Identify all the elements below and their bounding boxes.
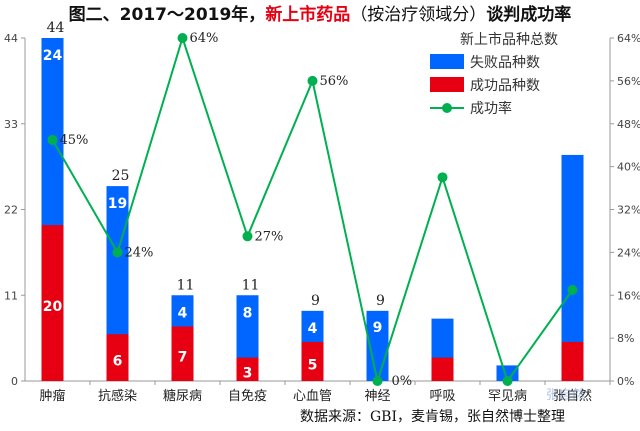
rate-point: [567, 284, 578, 295]
legend-rate-marker: [442, 103, 452, 113]
y-right-tick-label: 8%: [617, 332, 634, 345]
title-part3: 谈判成功率: [486, 5, 572, 25]
x-tick-label: 糖尿病: [163, 388, 202, 404]
rate-label: 0%: [392, 374, 413, 389]
bar-success: [561, 342, 584, 381]
bar-total: [561, 154, 584, 381]
bar-success: [171, 326, 194, 381]
x-tick-label: 神经: [364, 389, 390, 404]
rate-label: 56%: [320, 74, 349, 89]
bar-success-label: 20: [43, 299, 63, 315]
x-tick-label: 肿瘤: [39, 388, 65, 404]
bar-failed-label: 4: [178, 305, 188, 321]
bar-success-label: 3: [243, 365, 253, 381]
y-left-tick-label: 33: [4, 118, 18, 131]
bar-success: [41, 225, 64, 381]
rate-point: [47, 134, 58, 145]
y-left-tick-label: 0: [11, 375, 18, 388]
rate-label: 27%: [255, 229, 284, 244]
bar-total-label: 11: [177, 277, 195, 293]
y-right-tick-label: 32%: [617, 204, 640, 217]
x-tick-label: 抗感染: [98, 388, 137, 404]
bar-success-label: 5: [308, 358, 318, 374]
rate-label: 45%: [60, 133, 89, 148]
title-part1: 图二、2017～2019年，: [68, 5, 266, 25]
y-left-tick-label: 11: [4, 289, 18, 302]
bar-failed-label: 19: [108, 196, 127, 212]
chart-title: 图二、2017～2019年，新上市药品（按治疗领域分）谈判成功率: [0, 0, 640, 30]
bar-failed-label: 24: [43, 48, 63, 64]
title-part2: （按治疗领域分）: [350, 5, 487, 25]
bar-success: [431, 357, 454, 381]
y-right-tick-label: 48%: [617, 118, 640, 131]
bar-failed-label: 4: [308, 321, 318, 337]
rate-point: [307, 75, 318, 86]
x-tick-label: 罕见病: [488, 389, 527, 404]
y-right-tick-label: 16%: [617, 289, 640, 302]
bar-total: [496, 365, 519, 381]
x-tick-label: 自免疫: [228, 388, 267, 404]
watermark: 张自然: [546, 388, 586, 403]
legend-total-label: 新上市品种总数: [460, 31, 558, 48]
bar-total-label: 25: [112, 168, 130, 184]
y-left-tick-label: 22: [4, 204, 18, 217]
legend-failed-swatch: [430, 54, 464, 69]
bar-success: [106, 334, 129, 381]
bar-total-label: 9: [311, 293, 320, 309]
legend-success-swatch: [430, 77, 464, 92]
y-right-tick-label: 64%: [617, 32, 640, 45]
rate-label: 64%: [190, 31, 219, 46]
rate-point: [177, 33, 188, 43]
title-highlight: 新上市药品: [265, 5, 351, 25]
data-source-note: 数据来源：GBI，麦肯锡，张自然博士整理: [300, 409, 566, 425]
rate-point: [502, 376, 513, 386]
rate-point: [372, 376, 383, 386]
x-tick-label: 呼吸: [429, 389, 455, 404]
bar-total-label: 44: [47, 20, 65, 36]
x-tick-label: 张自然: [553, 388, 592, 404]
bar-success-label: 6: [113, 354, 123, 370]
y-right-tick-label: 56%: [617, 75, 640, 88]
bar-failed-label: 8: [243, 305, 253, 321]
bar-total-label: 11: [242, 277, 260, 293]
rate-point: [112, 247, 123, 258]
bar-success-label: 7: [178, 350, 188, 366]
bar-total-label: 9: [376, 293, 385, 309]
y-left-tick-label: 44: [4, 32, 18, 45]
legend-success-label: 成功品种数: [470, 78, 540, 94]
x-tick-label: 心血管: [293, 389, 332, 404]
rate-point: [437, 172, 448, 183]
legend-rate-label: 成功率: [470, 100, 512, 117]
rate-point: [242, 231, 253, 242]
bar-failed-label: 9: [373, 320, 383, 336]
y-right-tick-label: 0%: [617, 375, 634, 388]
legend-failed-label: 失败品种数: [470, 55, 540, 71]
y-right-tick-label: 40%: [617, 161, 640, 174]
rate-label: 24%: [125, 245, 154, 260]
bar-success: [301, 342, 324, 381]
y-right-tick-label: 24%: [617, 246, 640, 259]
bar-success: [236, 357, 259, 381]
